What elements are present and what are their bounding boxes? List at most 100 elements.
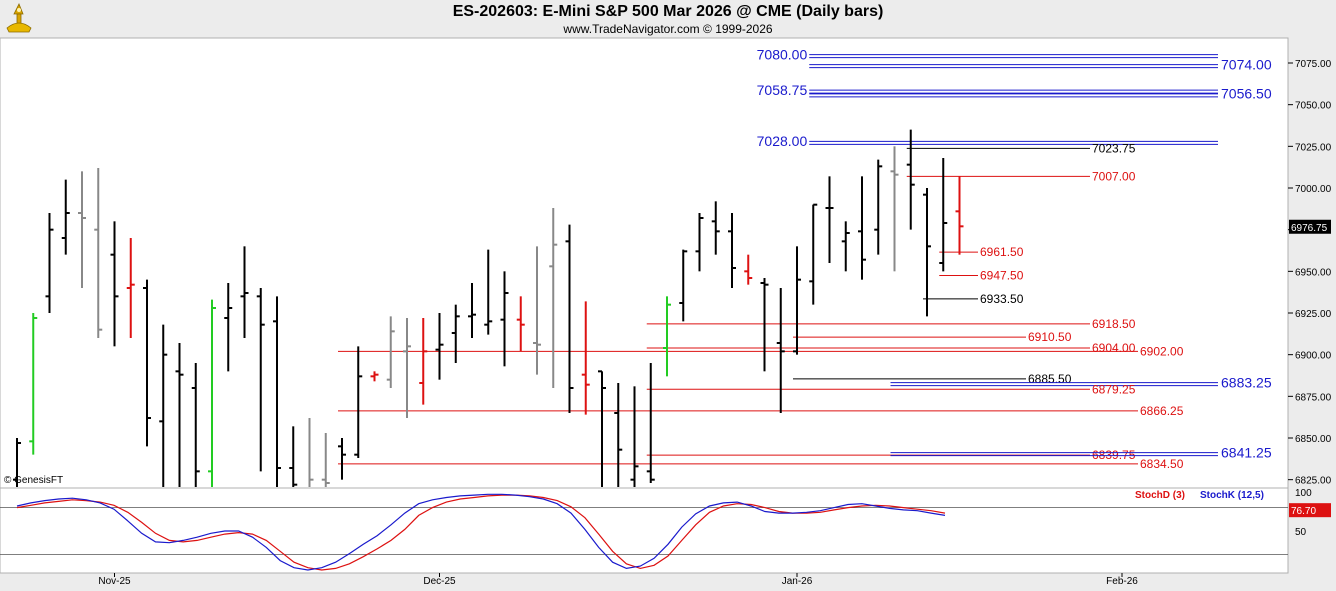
stochastic-series-line <box>16 493 946 571</box>
price-level-label: 6885.50 <box>1028 372 1072 386</box>
ohlc-bar <box>484 249 493 335</box>
ohlc-bar <box>289 426 298 487</box>
ohlc-bar <box>581 301 590 415</box>
ohlc-bar <box>549 208 558 388</box>
ohlc-bar <box>793 246 801 355</box>
ohlc-bar <box>321 433 330 487</box>
ohlc-bar <box>874 159 883 255</box>
price-axis-label: 6875.00 <box>1295 392 1332 403</box>
ohlc-bar <box>191 363 200 487</box>
ohlc-bar <box>939 158 948 272</box>
ohlc-bar <box>809 203 818 305</box>
price-axis-label: 7025.00 <box>1295 142 1332 153</box>
price-level-label: 7074.00 <box>1221 56 1272 72</box>
price-axis-label: 6850.00 <box>1295 434 1332 445</box>
price-level-label: 6879.25 <box>1092 382 1136 396</box>
ohlc-bar <box>825 176 834 263</box>
ohlc-bar <box>760 278 769 372</box>
price-level-label: 7028.00 <box>757 133 808 149</box>
ohlc-bar <box>500 271 509 367</box>
price-axis-label: 6950.00 <box>1295 267 1332 278</box>
ohlc-bar <box>711 201 720 255</box>
price-level-label: 7056.50 <box>1221 86 1272 102</box>
ohlc-bar <box>159 324 168 487</box>
ohlc-bar <box>370 371 379 382</box>
ohlc-bar <box>598 370 606 487</box>
ohlc-bar <box>308 418 314 487</box>
price-level-label: 7058.75 <box>757 82 808 98</box>
ohlc-bar <box>126 238 135 338</box>
chart-title: ES-202603: E-Mini S&P 500 Mar 2026 @ CME… <box>452 3 884 20</box>
ohlc-bar <box>435 313 444 380</box>
price-level-label: 6933.50 <box>980 292 1024 306</box>
stochastic-panel <box>0 487 1289 574</box>
app-logo-icon <box>4 2 34 34</box>
price-axis-label: 6825.00 <box>1295 476 1332 487</box>
ohlc-bar <box>955 176 964 255</box>
price-level-label: 7007.00 <box>1092 169 1136 183</box>
ohlc-bar <box>403 318 411 418</box>
ohlc-bar <box>29 313 38 455</box>
ohlc-bar <box>386 316 395 388</box>
time-axis[interactable]: Nov-25 Dec-25 Jan-26 Feb-26 <box>98 573 1138 587</box>
price-level-label: 6841.25 <box>1221 444 1272 460</box>
price-panel <box>0 37 1289 489</box>
stochastic-last-label: 76.70 <box>1291 506 1316 517</box>
price-lines-layer: 7080.00 7074.00 7058.75 7056.50 7028.00 7023.… <box>338 46 1272 471</box>
price-axis-label: 6925.00 <box>1295 309 1332 320</box>
price-level-label: 6904.00 <box>1092 341 1136 355</box>
stochastic-legend-entry: StochD (3) <box>1135 490 1185 501</box>
ohlc-bar <box>646 363 655 483</box>
ohlc-bar <box>695 213 704 272</box>
price-level-label: 6834.50 <box>1140 457 1184 471</box>
ohlc-bar <box>240 246 249 338</box>
ohlc-bar <box>175 343 184 487</box>
time-axis-label: Nov-25 <box>98 576 131 587</box>
ohlc-bars-layer <box>13 129 964 487</box>
stochastic-legend-entry: StochK (12,5) <box>1200 490 1264 501</box>
ohlc-bar <box>110 221 119 347</box>
ohlc-bar <box>890 146 899 272</box>
price-axis-label: 7000.00 <box>1295 184 1332 195</box>
ohlc-bar <box>663 296 671 377</box>
ohlc-bar <box>630 386 639 487</box>
price-level-label: 6883.25 <box>1221 374 1272 390</box>
ohlc-bar <box>45 213 54 313</box>
ohlc-bar <box>533 246 541 375</box>
ohlc-bar <box>94 168 103 338</box>
price-axis[interactable]: 6825.00 6850.00 6875.00 6900.00 6925.00 6950.… <box>1288 59 1332 487</box>
ohlc-bar <box>354 346 363 458</box>
ohlc-bar <box>468 283 476 338</box>
price-axis-label: 7050.00 <box>1295 101 1332 112</box>
watermark: © GenesisFT <box>4 475 63 486</box>
ohlc-bar <box>679 249 688 322</box>
stochastic-last-marker <box>1289 503 1331 518</box>
price-level-label: 7023.75 <box>1092 141 1136 155</box>
ohlc-bar <box>13 438 21 487</box>
time-axis-label: Dec-25 <box>423 576 456 587</box>
last-price-label: 6976.75 <box>1291 223 1328 234</box>
ohlc-bar <box>338 438 346 480</box>
price-level-label: 6947.50 <box>980 269 1024 283</box>
ohlc-bar <box>78 171 86 288</box>
ohlc-bar <box>776 288 785 413</box>
price-level-label: 6961.50 <box>980 245 1024 259</box>
ohlc-bar <box>858 176 866 280</box>
ohlc-bar <box>614 383 623 487</box>
last-price-marker <box>1289 219 1331 234</box>
ohlc-bar <box>451 304 460 363</box>
chart-header: ES-202603: E-Mini S&P 500 Mar 2026 @ CME… <box>0 0 1336 38</box>
price-level-label: 6910.50 <box>1028 330 1072 344</box>
ohlc-bar <box>143 279 151 447</box>
price-level-label: 6902.00 <box>1140 344 1184 358</box>
price-axis-label: 6900.00 <box>1295 351 1332 362</box>
ohlc-bar <box>744 254 753 285</box>
ohlc-bar <box>208 299 216 487</box>
ohlc-bar <box>728 213 736 288</box>
ohlc-bar <box>516 296 525 352</box>
ohlc-bar <box>256 288 265 472</box>
chart-subtitle: www.TradeNavigator.com © 1999-2026 <box>563 22 773 36</box>
time-axis-label: Feb-26 <box>1106 576 1138 587</box>
ohlc-bar <box>841 221 850 272</box>
ohlc-bar <box>565 224 574 413</box>
